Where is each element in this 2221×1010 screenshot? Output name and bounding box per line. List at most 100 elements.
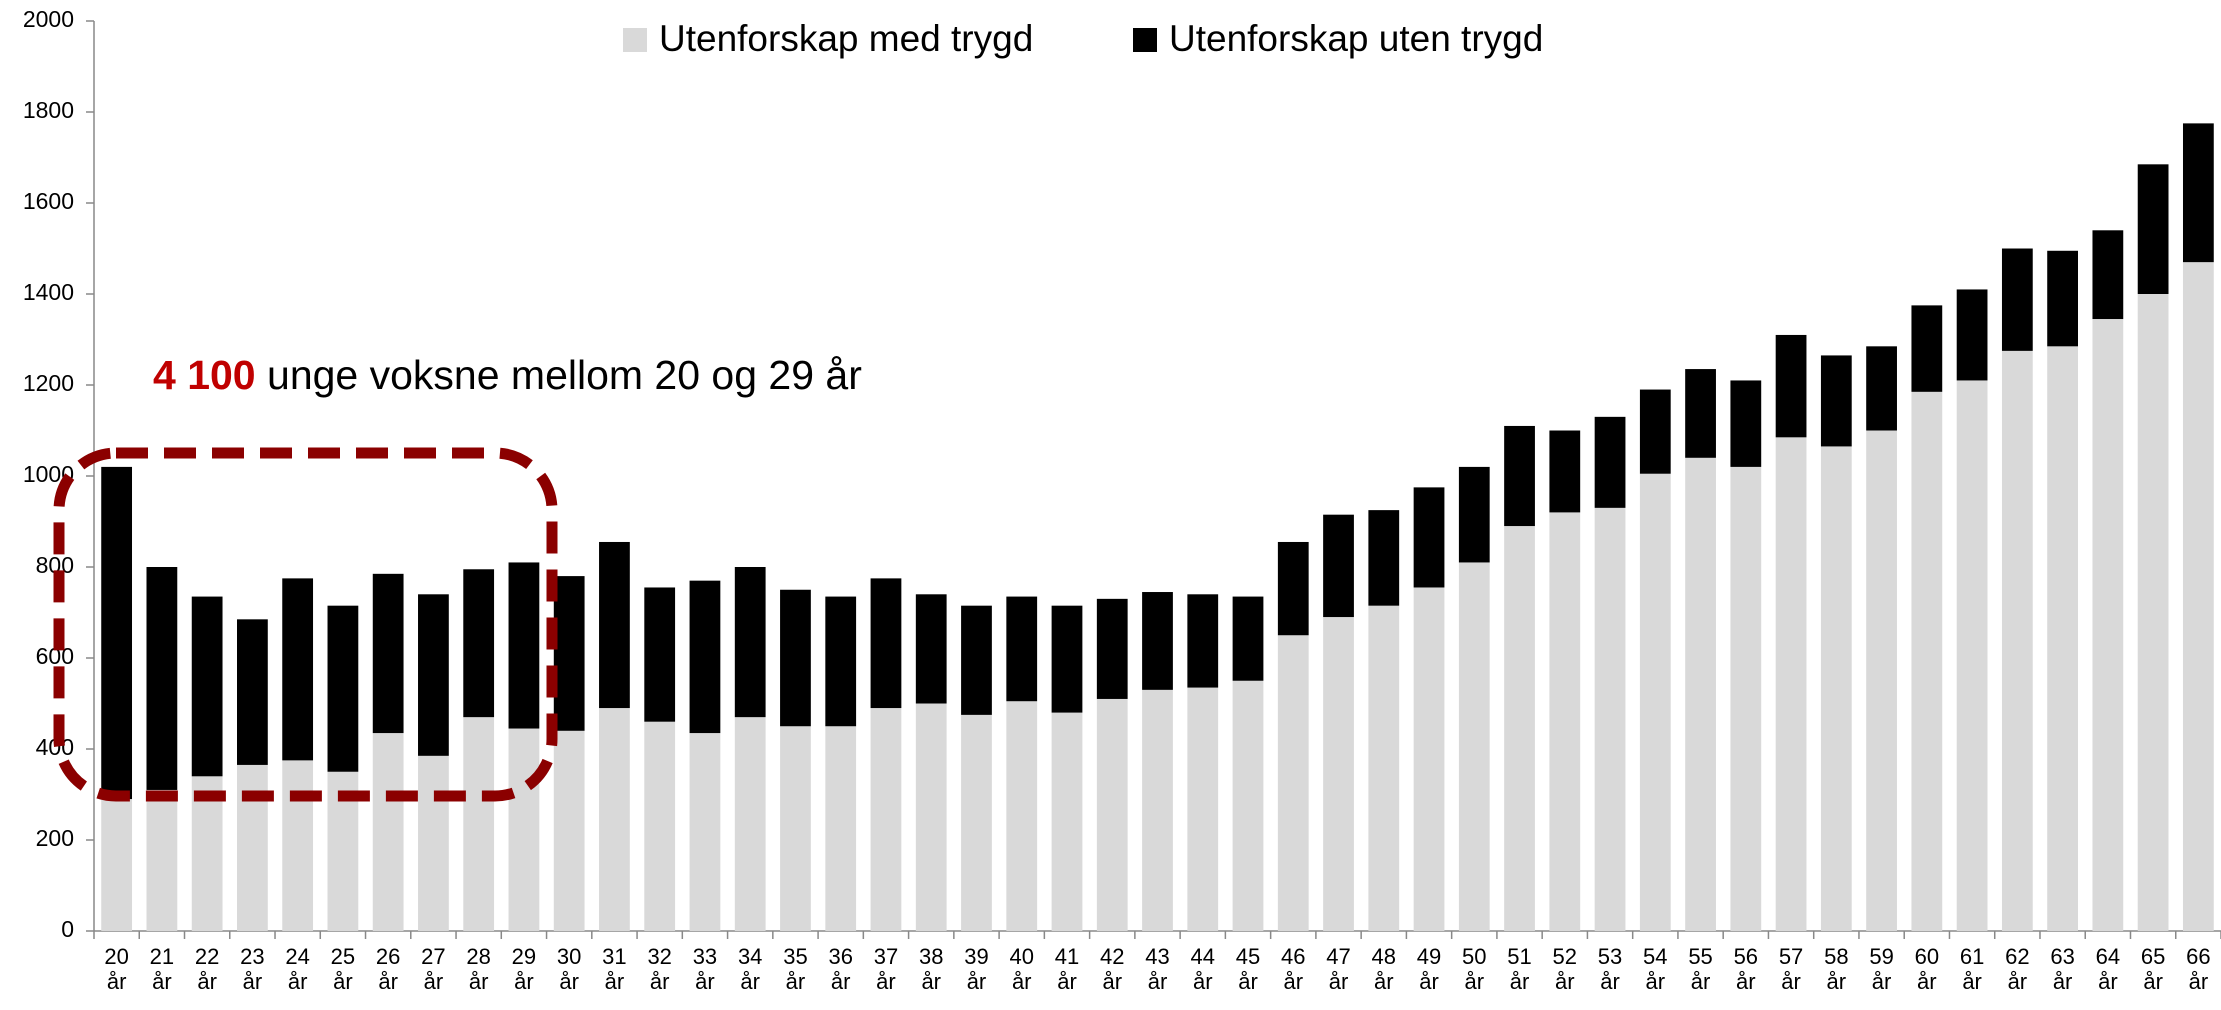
x-tick-label: 30 år xyxy=(556,944,582,995)
bar-segment xyxy=(1458,466,1490,563)
x-tick-label: 40 år xyxy=(1009,944,1034,995)
bar-segment xyxy=(825,726,857,931)
bar-segment xyxy=(870,708,902,931)
x-tick-label: 23 år xyxy=(240,944,265,995)
x-tick-label: 54 år xyxy=(1643,944,1668,995)
x-tick-label: 25 år xyxy=(330,944,356,995)
x-tick-label: 28 år xyxy=(466,944,491,995)
y-tick-label: 1400 xyxy=(23,279,74,305)
bar-segment xyxy=(599,708,630,931)
bar-segment xyxy=(1232,680,1264,931)
legend-label: Utenforskap uten trygd xyxy=(1169,18,1543,59)
x-tick-label: 59 år xyxy=(1869,944,1894,995)
bar-segment xyxy=(1413,487,1445,588)
x-tick-label: 34 år xyxy=(737,944,763,995)
bar-segment xyxy=(237,619,268,765)
x-tick-label: 39 år xyxy=(964,944,989,995)
x-tick-label: 33 år xyxy=(692,944,718,995)
x-tick-label: 60 år xyxy=(1914,944,1940,995)
x-tick-label: 27 år xyxy=(421,944,446,995)
bar-segment xyxy=(689,580,721,734)
bar-segment xyxy=(1142,689,1173,931)
bar-segment xyxy=(101,799,133,931)
x-tick-label: 44 år xyxy=(1190,944,1215,995)
bar-segment xyxy=(2182,262,2214,931)
highlight-box xyxy=(53,447,558,802)
bar-segment xyxy=(1639,389,1671,474)
x-tick-label: 50 år xyxy=(1462,944,1487,995)
y-tick-label: 1200 xyxy=(23,370,74,396)
bar-segment xyxy=(1866,346,1897,431)
bar-segment xyxy=(146,567,178,790)
x-tick-label: 56 år xyxy=(1733,944,1759,995)
bar-segment xyxy=(1911,305,1943,392)
bar-segment xyxy=(870,578,902,709)
bar-segment xyxy=(2047,250,2078,347)
bar-segment xyxy=(553,576,585,731)
x-tick-label: 61 år xyxy=(1959,944,1985,995)
bar-segment xyxy=(1730,380,1762,467)
bar-segment xyxy=(508,562,540,729)
x-tick-label: 64 år xyxy=(2095,944,2121,995)
bar-segment xyxy=(191,596,223,777)
bar-segment xyxy=(418,755,449,931)
bar-segment xyxy=(689,733,721,931)
bar-segment xyxy=(372,573,404,734)
bar-segment xyxy=(1685,457,1716,931)
bar-segment xyxy=(1187,687,1219,931)
bar-segment xyxy=(1142,592,1173,690)
x-tick-label: 26 år xyxy=(375,944,401,995)
bar-segment xyxy=(1730,466,1762,931)
x-tick-label: 46 år xyxy=(1281,944,1306,995)
x-tick-label: 63 år xyxy=(2050,944,2075,995)
x-tick-label: 62 år xyxy=(2005,944,2030,995)
x-tick-label: 38 år xyxy=(918,944,944,995)
bar-segment xyxy=(1549,512,1581,931)
bar-segment xyxy=(1413,587,1445,931)
bar-segment xyxy=(644,721,676,931)
bar-segment xyxy=(463,717,495,931)
x-tick-label: 65 år xyxy=(2140,944,2166,995)
x-tick-label: 66 år xyxy=(2186,944,2211,995)
bar-segment xyxy=(1006,701,1038,931)
bar-segment xyxy=(282,578,314,761)
x-tick-label: 47 år xyxy=(1326,944,1351,995)
x-tick-label: 24 år xyxy=(285,944,310,995)
x-tick-label: 41 år xyxy=(1054,944,1080,995)
x-tick-label: 43 år xyxy=(1145,944,1170,995)
bar-segment xyxy=(1187,594,1219,688)
legend-label: Utenforskap med trygd xyxy=(659,18,1033,59)
annotation-text: unge voksne mellom 20 og 29 år xyxy=(267,352,862,398)
bar-segment xyxy=(1956,380,1988,931)
x-tick-label: 58 år xyxy=(1824,944,1849,995)
bar-segment xyxy=(780,726,811,931)
bar-segment xyxy=(1368,510,1400,606)
x-tick-label: 49 år xyxy=(1416,944,1442,995)
bar-segment xyxy=(372,733,404,931)
y-tick-label: 1800 xyxy=(23,97,74,123)
x-tick-label: 35 år xyxy=(783,944,808,995)
bar-segment xyxy=(282,760,314,931)
bar-segment xyxy=(463,569,495,718)
bar-segment xyxy=(1277,635,1309,931)
bar-segment xyxy=(1639,473,1671,931)
bar-segment xyxy=(1685,369,1716,458)
x-tick-label: 32 år xyxy=(647,944,672,995)
bar-segment xyxy=(1866,430,1897,931)
bar-segment xyxy=(2137,294,2169,931)
bar-segment xyxy=(1594,507,1626,931)
y-tick-label: 1600 xyxy=(23,188,74,214)
bar-segment xyxy=(599,541,630,709)
bar-segment xyxy=(1006,596,1038,702)
bar-segment xyxy=(2001,248,2033,351)
bar-segment xyxy=(961,605,992,715)
y-tick-label: 200 xyxy=(36,825,74,851)
legend-swatch xyxy=(623,28,647,52)
bar-segment xyxy=(2137,164,2169,294)
bar-segment xyxy=(734,717,766,931)
bar-segment xyxy=(734,567,766,718)
bar-segment xyxy=(1096,698,1128,931)
legend-swatch xyxy=(1133,28,1157,52)
bar-segment xyxy=(1458,562,1490,931)
